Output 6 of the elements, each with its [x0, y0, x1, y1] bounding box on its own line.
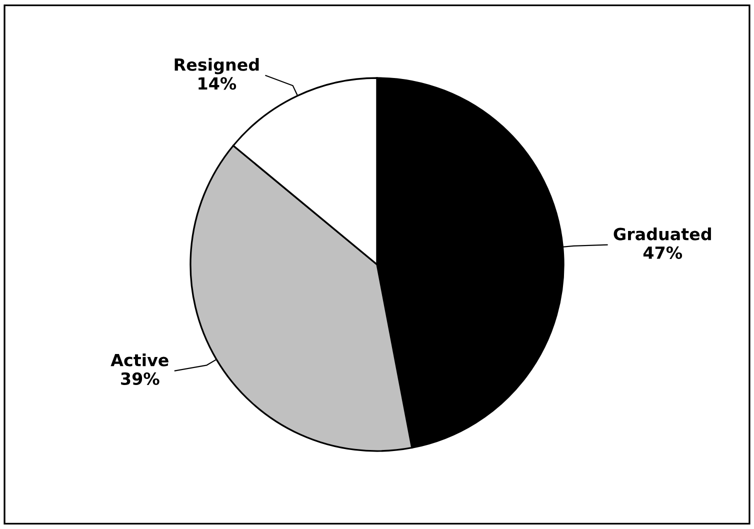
data-label: 47%: [643, 246, 682, 260]
data-label: 39%: [121, 372, 160, 386]
slice-label: Graduated: [614, 227, 711, 240]
slice-label: Active: [110, 353, 168, 366]
slice-label: Resigned: [174, 58, 259, 74]
data-label: 14%: [198, 77, 236, 90]
